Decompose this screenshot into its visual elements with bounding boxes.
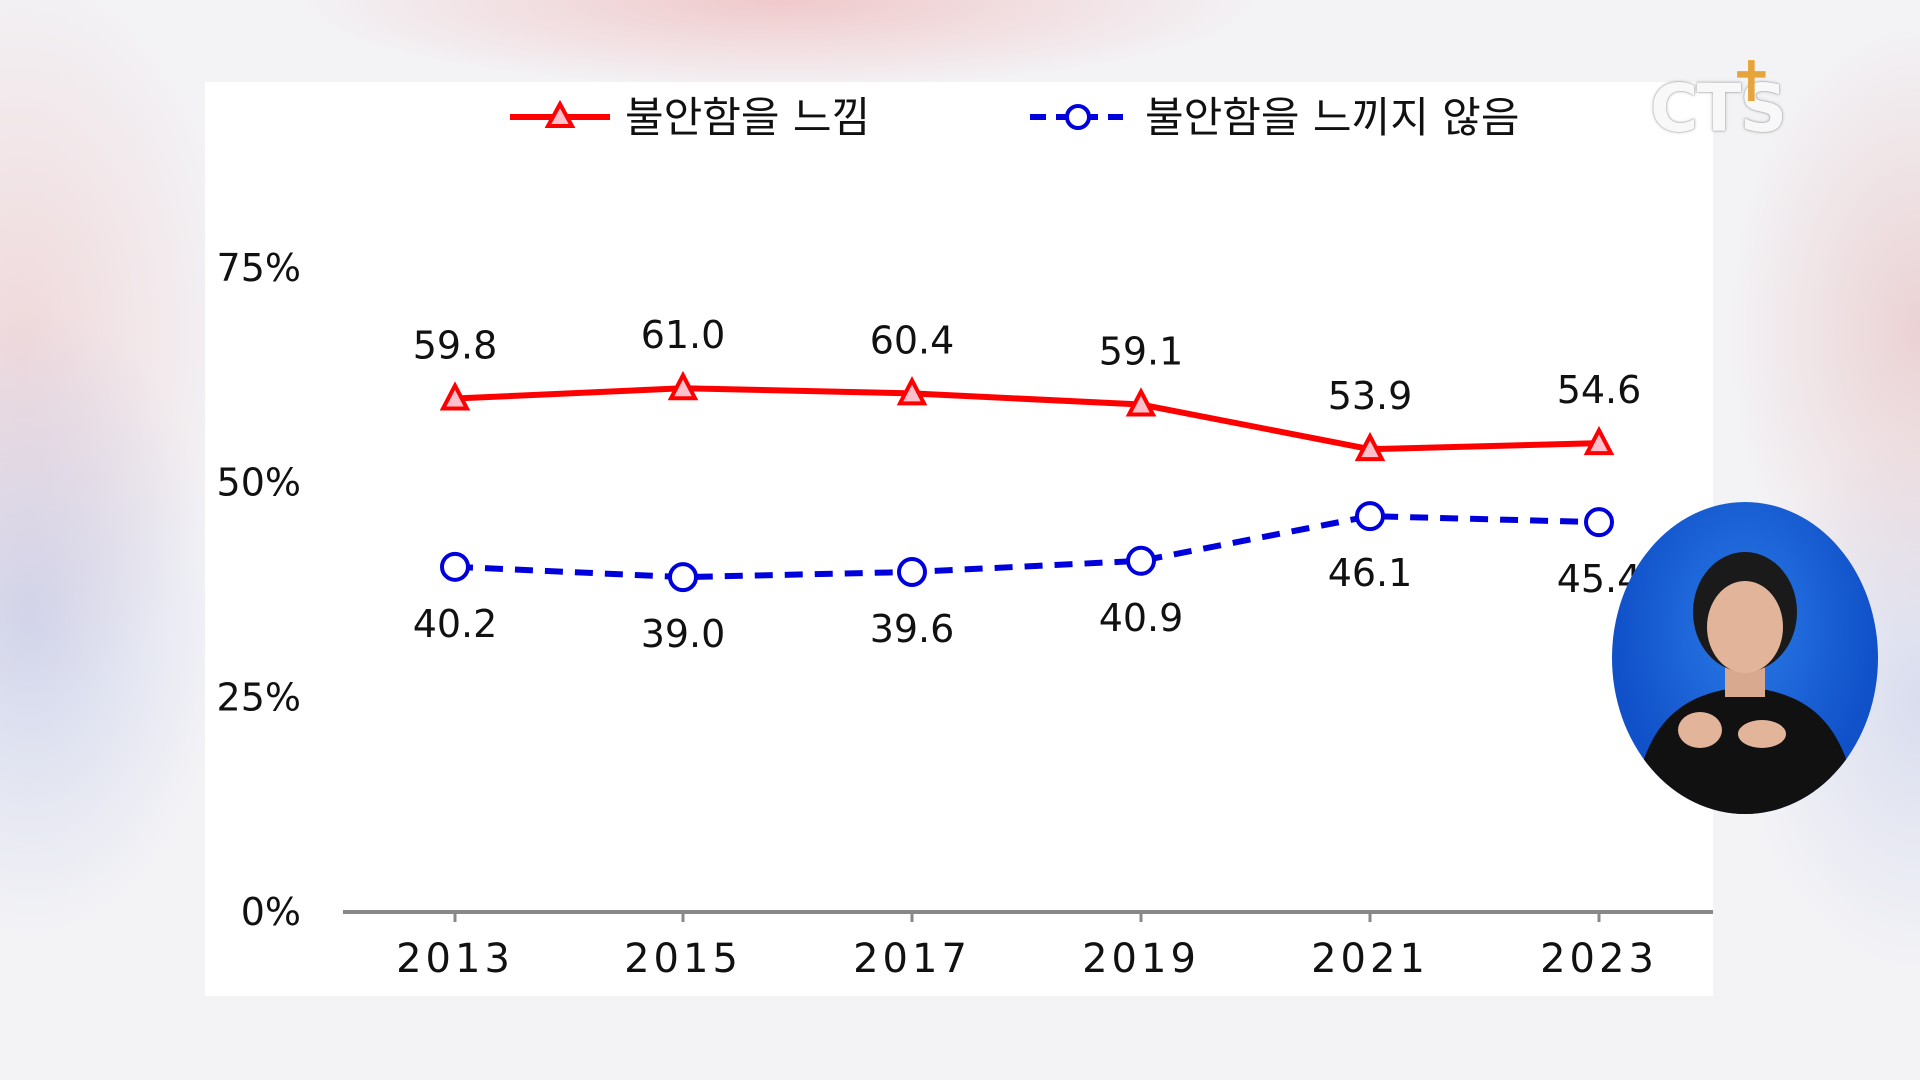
legend-label-not-feel: 불안함을 느끼지 않음 [1145, 93, 1519, 142]
data-label-feel: 59.8 [413, 324, 498, 368]
series-line-not-feel [454, 513, 1600, 581]
interpreter-right-hand [1738, 720, 1786, 748]
y-tick-label: 75% [217, 246, 301, 290]
y-axis: 0% 25% 50% 75% [217, 246, 301, 934]
x-axis: 2013 2015 2017 2019 2021 2023 [343, 910, 1713, 982]
interpreter-bangs [1704, 563, 1784, 602]
interpreter-face [1707, 581, 1783, 673]
data-label-feel: 54.6 [1557, 368, 1642, 412]
triangle-marker [667, 370, 699, 401]
y-tick-label: 0% [241, 890, 301, 934]
circle-marker [1126, 545, 1156, 576]
legend-triangle-marker [544, 99, 576, 128]
triangle-marker [1125, 387, 1157, 417]
data-label-feel: 60.4 [870, 318, 955, 362]
data-label-feel: 59.1 [1099, 330, 1184, 374]
x-tick-label: 2017 [853, 936, 971, 982]
x-tick-label: 2019 [1082, 936, 1200, 982]
circle-marker [440, 551, 470, 582]
x-tick-label: 2023 [1540, 936, 1658, 982]
logo-text: CTS [1650, 70, 1787, 147]
interpreter-left-hand [1678, 712, 1722, 748]
sign-language-interpreter [1612, 502, 1878, 814]
x-tick-label: 2015 [624, 936, 742, 982]
data-label-not-feel: 39.6 [870, 607, 955, 651]
legend-circle-marker [1065, 104, 1091, 130]
series-layer: 59.8 61.0 60.4 59.1 53.9 54.6 40.2 39.0 39.6 40.9… [413, 313, 1642, 656]
circle-marker [897, 556, 927, 587]
line-chart: 불안함을 느낌 불안함을 느끼지 않음 0% 25% 50% 75% 2013 2015… [217, 93, 1713, 982]
circle-marker [1355, 501, 1385, 532]
cts-logo: CTS ✝ [1650, 50, 1790, 150]
data-label-feel: 61.0 [641, 313, 726, 357]
cross-icon: ✝ [1728, 50, 1775, 115]
y-tick-label: 50% [217, 461, 301, 505]
data-label-not-feel: 40.9 [1099, 596, 1184, 640]
legend-label-feel: 불안함을 느낌 [625, 93, 870, 142]
triangle-marker [439, 381, 471, 411]
circle-marker [668, 562, 698, 593]
data-label-feel: 53.9 [1328, 374, 1413, 418]
data-label-not-feel: 40.2 [413, 602, 498, 646]
triangle-marker [896, 376, 928, 406]
legend: 불안함을 느낌 불안함을 느끼지 않음 [510, 93, 1519, 142]
data-label-not-feel: 39.0 [641, 612, 726, 656]
y-tick-label: 25% [217, 675, 301, 719]
chart-card: 불안함을 느낌 불안함을 느끼지 않음 0% 25% 50% 75% 2013 2015… [205, 82, 1713, 996]
x-tick-label: 2013 [396, 936, 514, 982]
x-tick-label: 2021 [1311, 936, 1429, 982]
circle-marker [1584, 507, 1614, 538]
legend-item-feel: 불안함을 느낌 [510, 93, 870, 142]
data-label-not-feel: 46.1 [1328, 551, 1413, 595]
triangle-marker [1583, 425, 1615, 456]
interpreter-figure [1632, 552, 1858, 814]
triangle-marker [1354, 431, 1386, 462]
series-line-feel [454, 385, 1600, 453]
legend-item-not-feel: 불안함을 느끼지 않음 [1030, 93, 1519, 142]
